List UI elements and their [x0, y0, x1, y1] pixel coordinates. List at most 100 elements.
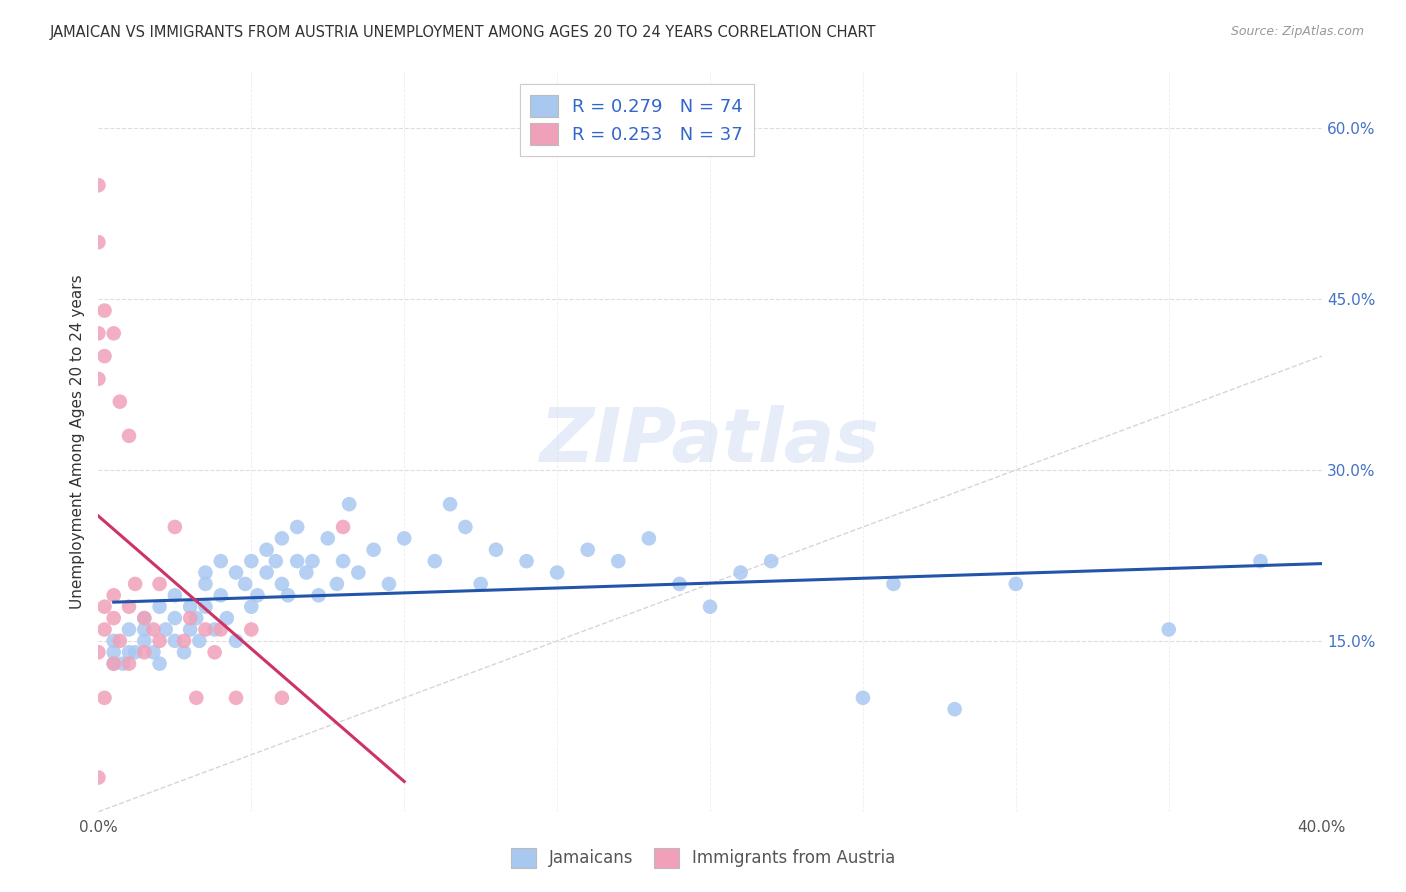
Point	[149, 633, 172, 648]
Point	[188, 633, 211, 648]
Point	[1004, 577, 1026, 591]
Point	[392, 532, 416, 546]
Point	[225, 690, 247, 705]
Point	[93, 349, 115, 363]
Point	[103, 611, 125, 625]
Point	[194, 577, 217, 591]
Point	[103, 657, 125, 671]
Point	[149, 599, 172, 614]
Point	[852, 690, 875, 705]
Point	[270, 532, 292, 546]
Point	[163, 520, 186, 534]
Point	[87, 771, 110, 785]
Point	[516, 554, 538, 568]
Point	[124, 577, 146, 591]
Text: ZIPatlas: ZIPatlas	[540, 405, 880, 478]
Point	[240, 554, 263, 568]
Point	[546, 566, 568, 580]
Point	[285, 520, 308, 534]
Point	[194, 566, 217, 580]
Point	[270, 690, 292, 705]
Point	[87, 372, 110, 386]
Point	[759, 554, 782, 568]
Point	[470, 577, 492, 591]
Point	[209, 554, 232, 568]
Point	[179, 611, 201, 625]
Point	[576, 542, 599, 557]
Point	[134, 611, 156, 625]
Point	[163, 611, 186, 625]
Point	[118, 623, 141, 637]
Y-axis label: Unemployment Among Ages 20 to 24 years: Unemployment Among Ages 20 to 24 years	[69, 274, 84, 609]
Point	[118, 657, 141, 671]
Point	[943, 702, 966, 716]
Point	[204, 623, 226, 637]
Point	[454, 520, 477, 534]
Point	[103, 588, 125, 602]
Point	[111, 657, 134, 671]
Point	[264, 554, 287, 568]
Point	[186, 611, 208, 625]
Point	[179, 623, 201, 637]
Point	[118, 645, 141, 659]
Point	[87, 235, 110, 250]
Point	[103, 326, 125, 341]
Point	[363, 542, 385, 557]
Point	[1157, 623, 1180, 637]
Point	[163, 633, 186, 648]
Point	[87, 645, 110, 659]
Point	[485, 542, 508, 557]
Point	[204, 645, 226, 659]
Point	[423, 554, 446, 568]
Point	[378, 577, 401, 591]
Point	[730, 566, 752, 580]
Point	[1249, 554, 1271, 568]
Legend: Jamaicans, Immigrants from Austria: Jamaicans, Immigrants from Austria	[505, 841, 901, 875]
Point	[118, 429, 141, 443]
Point	[87, 326, 110, 341]
Point	[173, 633, 195, 648]
Point	[439, 497, 461, 511]
Point	[108, 394, 131, 409]
Point	[225, 633, 247, 648]
Point	[93, 303, 115, 318]
Point	[209, 588, 232, 602]
Legend: R = 0.279   N = 74, R = 0.253   N = 37: R = 0.279 N = 74, R = 0.253 N = 37	[520, 84, 754, 156]
Text: Source: ZipAtlas.com: Source: ZipAtlas.com	[1230, 25, 1364, 38]
Point	[270, 577, 292, 591]
Point	[233, 577, 256, 591]
Point	[256, 542, 278, 557]
Point	[301, 554, 323, 568]
Point	[103, 645, 125, 659]
Point	[332, 520, 354, 534]
Point	[173, 645, 195, 659]
Point	[194, 599, 217, 614]
Point	[103, 657, 125, 671]
Point	[668, 577, 690, 591]
Point	[186, 690, 208, 705]
Point	[246, 588, 269, 602]
Point	[134, 611, 156, 625]
Point	[285, 554, 308, 568]
Point	[337, 497, 360, 511]
Point	[277, 588, 299, 602]
Point	[87, 178, 110, 193]
Point	[103, 633, 125, 648]
Point	[134, 633, 156, 648]
Point	[256, 566, 278, 580]
Point	[149, 657, 172, 671]
Point	[194, 623, 217, 637]
Point	[699, 599, 721, 614]
Point	[124, 645, 146, 659]
Point	[163, 588, 186, 602]
Point	[240, 599, 263, 614]
Point	[108, 633, 131, 648]
Point	[155, 623, 177, 637]
Point	[215, 611, 238, 625]
Point	[637, 532, 661, 546]
Point	[134, 645, 156, 659]
Point	[209, 623, 232, 637]
Point	[607, 554, 630, 568]
Point	[179, 599, 201, 614]
Point	[332, 554, 354, 568]
